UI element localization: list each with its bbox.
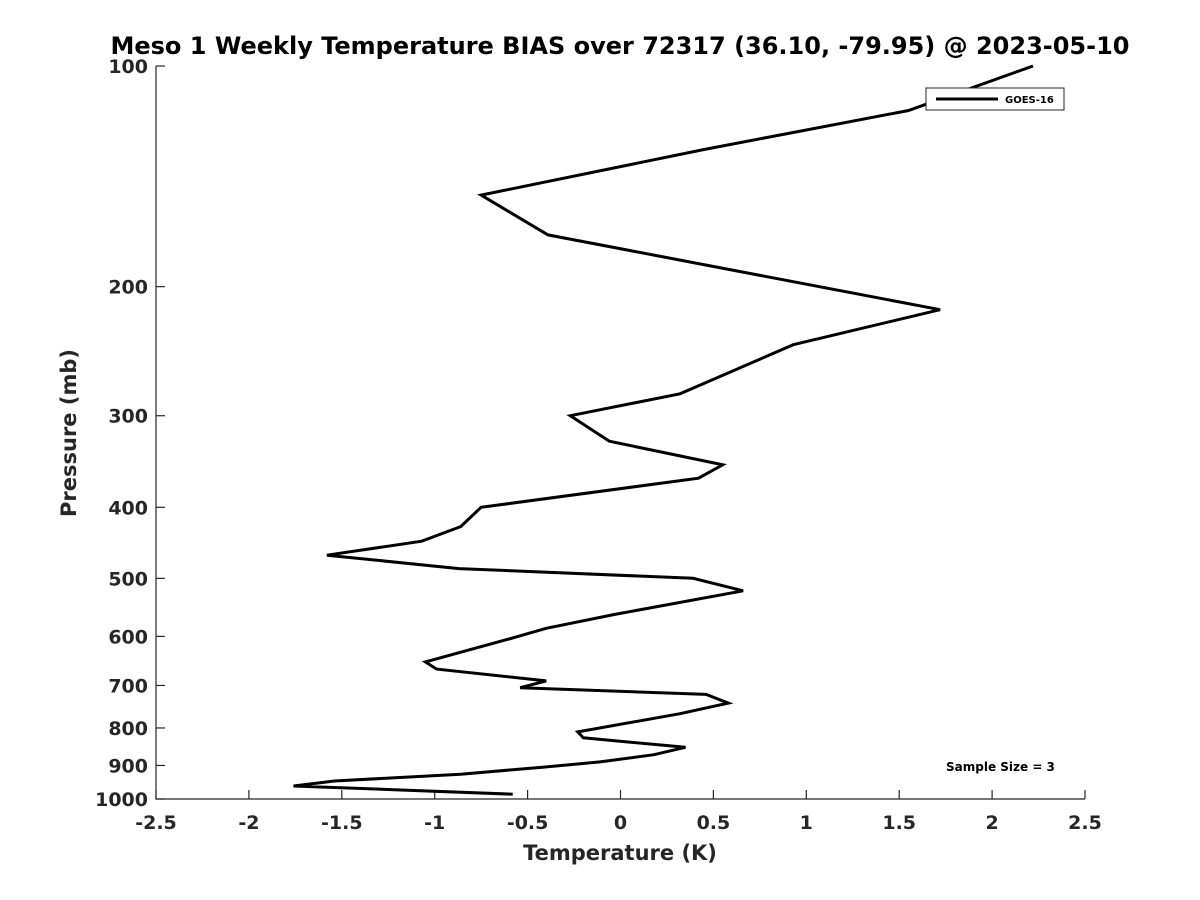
y-tick-label: 1000: [95, 789, 148, 811]
x-tick-label: -2.5: [135, 812, 177, 834]
series-group: [293, 64, 1034, 796]
x-tick-label: 0: [614, 812, 627, 834]
x-tick-label: 1: [800, 812, 813, 834]
x-tick-label: 0.5: [697, 812, 731, 834]
y-axis-ticks: 100 200 300 400 500 600 700 800 900 1000: [95, 56, 165, 811]
y-tick-label: 600: [108, 626, 148, 648]
sample-size-annotation: Sample Size = 3: [946, 760, 1055, 774]
y-tick-label: 200: [108, 277, 148, 299]
y-tick-label: 700: [108, 675, 148, 697]
chart-title: Meso 1 Weekly Temperature BIAS over 7231…: [110, 32, 1129, 60]
y-tick-label: 900: [108, 755, 148, 777]
y-tick-label: 100: [108, 56, 148, 78]
plot-area: -2.5 -2 -1.5 -1 -0.5 0 0.5 1 1.5 2 2.5 100 200 300 40…: [95, 56, 1102, 834]
x-axis-ticks: -2.5 -2 -1.5 -1 -0.5 0 0.5 1 1.5 2 2.5: [135, 790, 1102, 834]
x-tick-label: 2: [985, 812, 998, 834]
x-tick-label: -2: [238, 812, 259, 834]
legend-entry-goes-16: GOES-16: [1005, 95, 1054, 106]
y-tick-label: 800: [108, 718, 148, 740]
x-tick-label: -1.5: [321, 812, 363, 834]
x-axis-label: Temperature (K): [523, 841, 717, 865]
x-tick-label: -0.5: [507, 812, 549, 834]
series-line-goes-16: [293, 64, 1034, 796]
y-tick-label: 400: [108, 497, 148, 519]
x-tick-label: 1.5: [882, 812, 916, 834]
legend: GOES-16: [925, 87, 1065, 111]
y-axis-label: Pressure (mb): [57, 349, 81, 517]
x-tick-label: 2.5: [1068, 812, 1102, 834]
y-tick-label: 500: [108, 568, 148, 590]
x-tick-label: -1: [424, 812, 445, 834]
y-tick-label: 300: [108, 406, 148, 428]
